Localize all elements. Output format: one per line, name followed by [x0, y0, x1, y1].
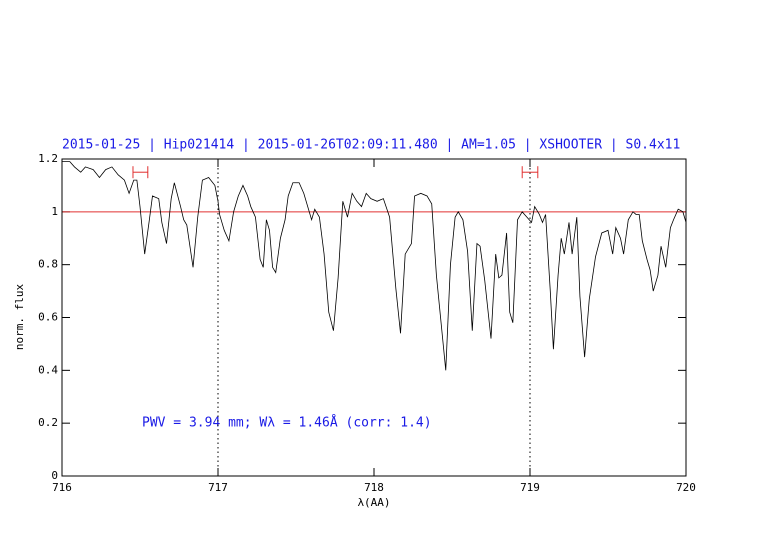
x-tick-label: 716 [52, 481, 72, 494]
y-tick-label: 0 [51, 469, 58, 482]
spectrum-line [62, 161, 687, 371]
x-tick-label: 719 [520, 481, 540, 494]
chart-title: 2015-01-25 | Hip021414 | 2015-01-26T02:0… [62, 138, 680, 153]
y-tick-label: 0.4 [38, 363, 58, 376]
x-tick-label: 717 [208, 481, 228, 494]
x-tick-label: 720 [676, 481, 696, 494]
y-tick-label: 0.8 [38, 258, 58, 271]
y-tick-label: 0.6 [38, 311, 58, 324]
y-tick-label: 1 [51, 205, 58, 218]
x-axis-label: λ(AA) [357, 496, 390, 509]
y-tick-label: 1.2 [38, 152, 58, 165]
y-axis-label: norm. flux [13, 284, 26, 351]
x-tick-label: 718 [364, 481, 384, 494]
annotation: PWV = 3.94 mm; Wλ = 1.46Å (corr: 1.4) [142, 415, 432, 431]
plot-frame [61, 158, 687, 477]
y-tick-label: 0.2 [38, 416, 58, 429]
